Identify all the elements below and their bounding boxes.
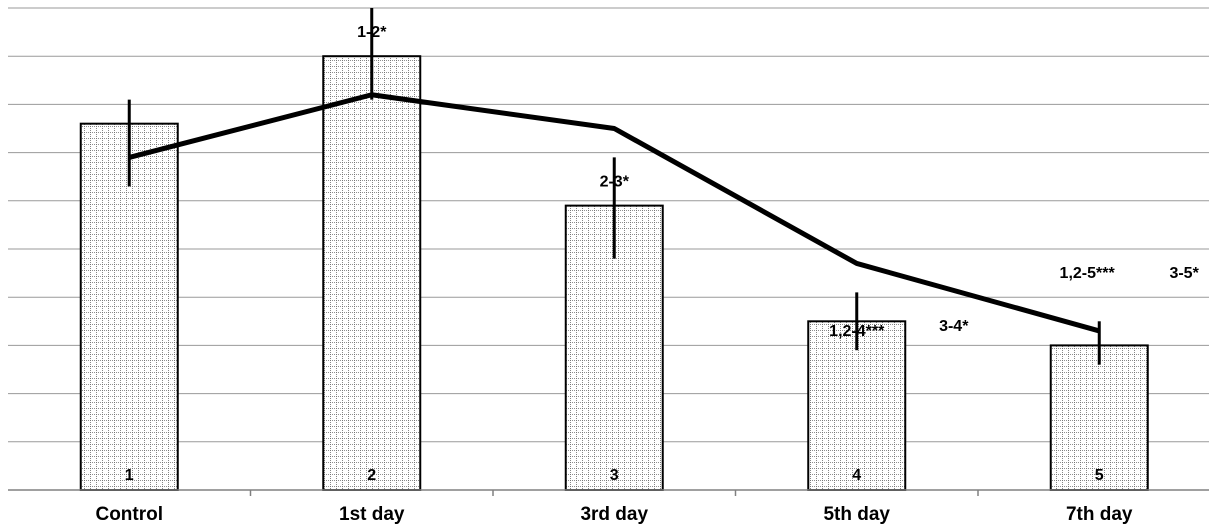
bar — [322, 55, 422, 491]
bar-number: 4 — [852, 467, 861, 484]
significance-annotations: 1-2* 2-3* 1,2-4*** 3-4* 1,2-5*** 3-5* — [357, 24, 1200, 340]
bar-number: 1 — [125, 467, 134, 484]
bar-number: 2 — [367, 467, 376, 484]
annotation: 1-2* — [357, 24, 387, 41]
annotation: 1,2-4*** — [829, 323, 885, 340]
x-tick-label: Control — [95, 504, 163, 525]
bar-numbers: 1 2 3 4 5 — [125, 467, 1104, 484]
x-tick-label: 5th day — [823, 504, 890, 525]
bar — [1049, 344, 1149, 491]
annotation: 3-4* — [939, 318, 969, 335]
annotation: 1,2-5*** — [1060, 265, 1116, 282]
x-axis: Control 1st day 3rd day 5th day 7th day — [8, 489, 1209, 525]
bar-number: 3 — [610, 467, 619, 484]
annotation: 3-5* — [1169, 265, 1199, 282]
trend-line — [128, 92, 1100, 334]
bars — [79, 55, 1149, 492]
x-tick-label: 3rd day — [580, 504, 648, 525]
annotation: 2-3* — [600, 173, 630, 190]
bar-number: 5 — [1095, 467, 1104, 484]
x-tick-label: 7th day — [1066, 504, 1133, 525]
trend-line-path — [128, 92, 1100, 334]
x-tick-label: 1st day — [339, 504, 405, 525]
